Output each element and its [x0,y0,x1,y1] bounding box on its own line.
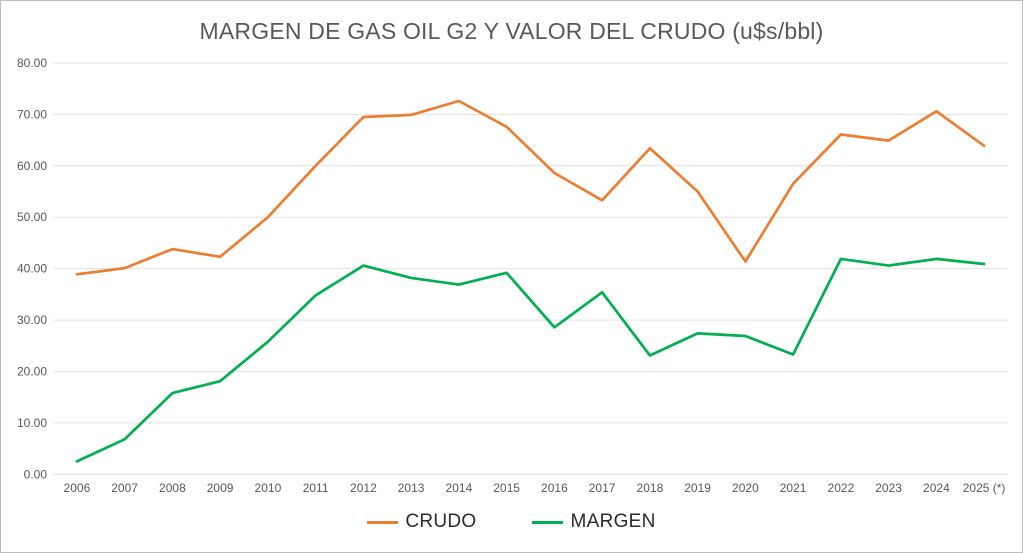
x-tick-label: 2024 [923,481,950,495]
x-tick-label: 2019 [684,481,711,495]
y-tick-label: 30.00 [17,313,47,327]
x-tick-label: 2014 [446,481,473,495]
margen-line-swatch-icon [532,520,564,524]
margen-series-line [75,257,986,463]
legend-label-margen: MARGEN [570,511,656,532]
y-tick-label: 60.00 [17,159,47,173]
legend: CRUDO MARGEN [1,511,1022,533]
x-tick-label: 2006 [64,481,91,495]
x-tick-label: 2023 [875,481,902,495]
x-tick-label: 2025 (*) [963,481,1006,495]
x-tick-label: 2018 [637,481,664,495]
legend-label-crudo: CRUDO [405,511,477,532]
x-tick-label: 2009 [207,481,234,495]
crudo-line-swatch-icon [367,520,399,524]
y-tick-label: 70.00 [17,107,47,121]
x-tick-label: 2011 [303,481,329,495]
x-tick-label: 2017 [589,481,616,495]
x-tick-label: 2012 [350,481,377,495]
x-tick-label: 2022 [828,481,855,495]
x-tick-label: 2013 [398,481,425,495]
y-tick-label: 10.00 [17,416,47,430]
legend-item-margen: MARGEN [532,511,655,533]
x-tick-label: 2007 [111,481,138,495]
chart-title: MARGEN DE GAS OIL G2 Y VALOR DEL CRUDO (… [199,18,824,44]
x-tick-label: 2010 [255,481,282,495]
x-tick-label: 2008 [159,481,186,495]
y-tick-label: 40.00 [17,262,47,276]
x-tick-label: 2016 [541,481,568,495]
y-tick-label: 0.00 [24,467,48,481]
y-tick-label: 80.00 [17,56,47,70]
y-tick-label: 50.00 [17,210,47,224]
legend-item-crudo: CRUDO [367,511,476,533]
crudo-series-line [75,99,986,276]
x-tick-label: 2021 [780,481,807,495]
y-tick-label: 20.00 [17,365,47,379]
x-tick-label: 2015 [493,481,520,495]
x-tick-label: 2020 [732,481,759,495]
